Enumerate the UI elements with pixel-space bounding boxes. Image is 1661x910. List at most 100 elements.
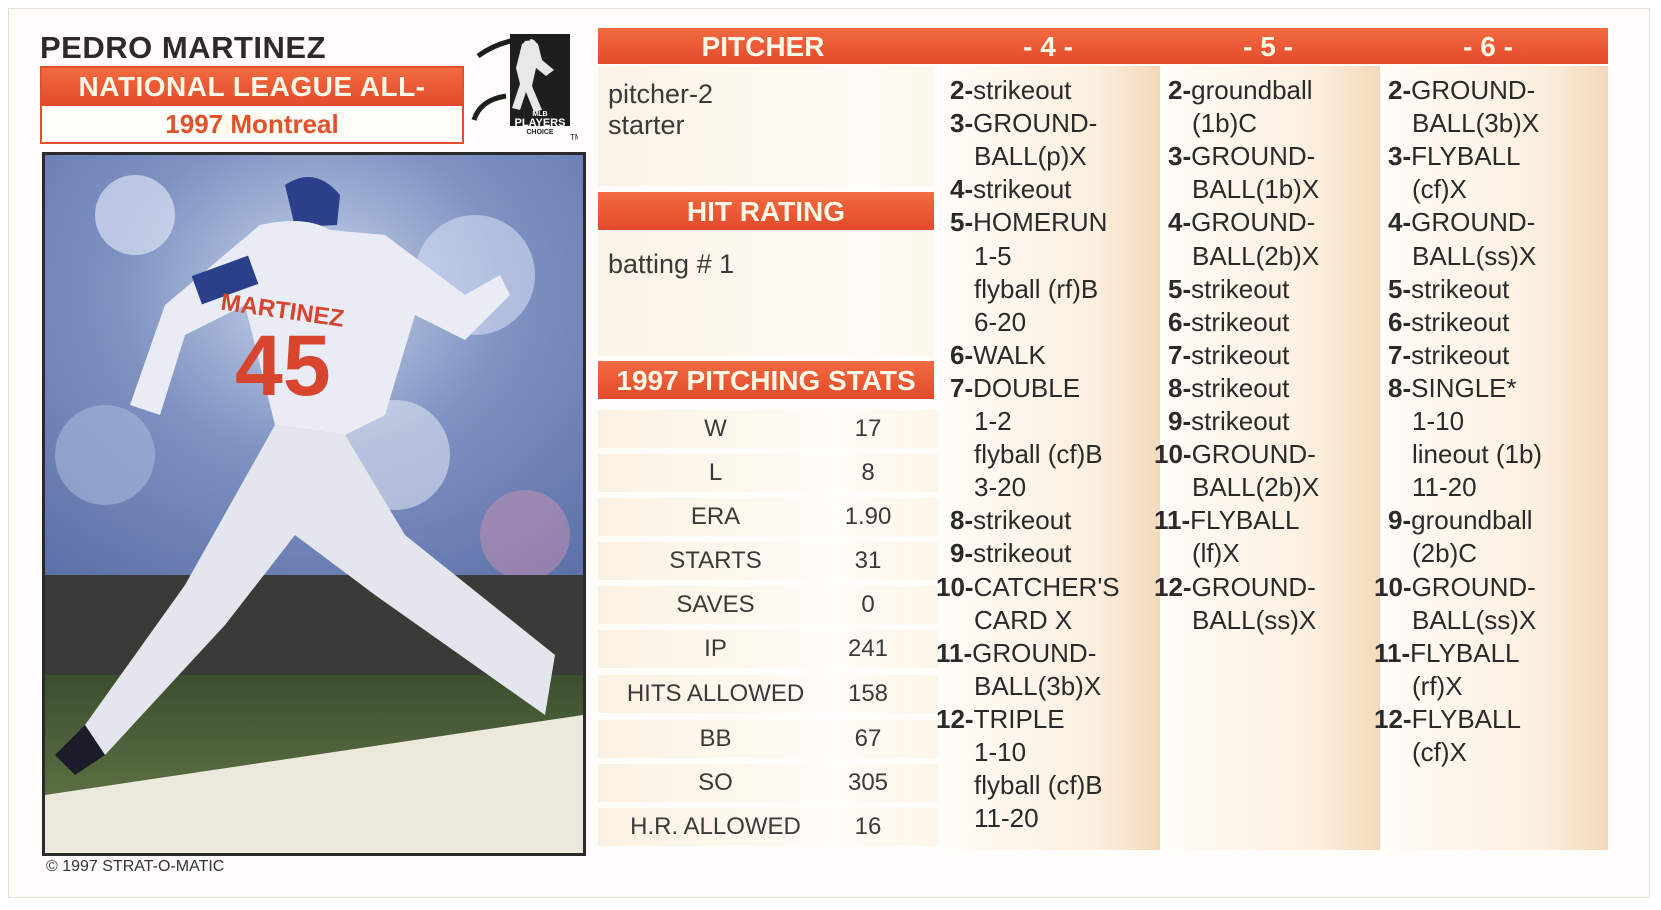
result-line: flyball (rf)B <box>974 273 1224 305</box>
dice-roll: 2- <box>950 75 974 105</box>
result-line: 3-20 <box>974 471 1224 503</box>
result-text: 11-20 <box>974 803 1039 834</box>
result-column-4: 2-strikeout 3-GROUND- BALL(p)X 4-strikeout 5… <box>936 66 1160 850</box>
dice-roll: 5- <box>1168 273 1192 304</box>
result-line: (2b)C <box>1412 537 1661 569</box>
result-line: 4-strikeout <box>950 173 1200 205</box>
dice-roll: 7- <box>950 372 974 403</box>
hit-rating-box: batting # 1 <box>598 232 934 356</box>
result-text: GROUND- <box>1411 75 1536 105</box>
result-text: BALL(ss)X <box>1412 240 1537 271</box>
result-text: 1-10 <box>974 737 1027 767</box>
stat-row: IP 241 <box>598 630 938 668</box>
result-line: 5-strikeout <box>1168 273 1418 305</box>
dice-roll: 3- <box>950 108 974 139</box>
result-line: 10-CATCHER'S <box>936 571 1186 603</box>
result-text: groundball <box>1411 505 1533 536</box>
result-text: GROUND- <box>1191 439 1316 470</box>
result-line: 6-20 <box>974 306 1224 338</box>
stat-row: ERA 1.90 <box>598 498 938 536</box>
result-line: 9-strikeout <box>1168 405 1418 437</box>
dice-roll: 8- <box>1388 372 1412 403</box>
result-text: GROUND- <box>1191 571 1316 602</box>
dice-roll: 6- <box>1168 306 1192 337</box>
result-text: GROUND- <box>1411 207 1536 238</box>
header-column-4: - 4 - <box>1023 31 1073 62</box>
dice-roll: 12- <box>936 703 974 734</box>
result-line: 5-HOMERUN <box>950 206 1200 238</box>
result-line: 1-10 <box>974 736 1224 768</box>
result-line: 11-GROUND- <box>936 637 1186 669</box>
result-text: BALL(3b)X <box>974 670 1102 701</box>
pitcher-role: starter <box>608 110 685 140</box>
stat-row: STARTS 31 <box>598 542 938 580</box>
result-text: strikeout <box>1191 273 1290 304</box>
header-column-6: - 6 - <box>1463 31 1513 62</box>
pitching-stats-title: 1997 PITCHING STATS <box>598 361 934 399</box>
player-name: PEDRO MARTINEZ <box>40 30 326 65</box>
result-line: lineout (1b) <box>1412 438 1661 470</box>
result-line: 12-FLYBALL <box>1374 703 1624 735</box>
stat-value: 158 <box>847 680 889 707</box>
result-line: 1-5 <box>974 240 1224 272</box>
result-line: 12-GROUND- <box>1154 571 1404 603</box>
stat-label: L <box>708 459 723 486</box>
svg-text:TM: TM <box>570 133 578 142</box>
result-line: 2-groundball <box>1168 74 1418 106</box>
stat-row: H.R. ALLOWED 16 <box>598 808 938 846</box>
result-text: flyball (cf)B <box>974 439 1103 470</box>
result-line: 3-GROUND- <box>1168 140 1418 172</box>
dice-roll: 12- <box>1374 703 1412 734</box>
allstar-title: NATIONAL LEAGUE ALL-STAR <box>42 68 462 140</box>
result-text: (1b)C <box>1192 108 1258 139</box>
result-text: HOMERUN <box>973 207 1108 238</box>
dice-roll: 3- <box>1168 141 1192 172</box>
player-photo: 45 MARTINEZ <box>42 152 586 856</box>
result-text: FLYBALL <box>1411 703 1521 734</box>
result-line: BALL(ss)X <box>1412 240 1661 272</box>
result-text: FLYBALL <box>1190 505 1300 536</box>
result-text: 1-10 <box>1412 406 1465 436</box>
result-line: flyball (cf)B <box>974 769 1224 801</box>
stat-value: 67 <box>854 725 882 752</box>
dice-roll: 10- <box>1374 571 1412 602</box>
dice-roll: 12- <box>1154 571 1192 602</box>
result-text: strikeout <box>1191 306 1290 337</box>
result-line: 11-20 <box>1412 471 1661 503</box>
stat-label: SO <box>698 769 733 796</box>
result-text: flyball (cf)B <box>974 770 1103 801</box>
result-text: strikeout <box>1191 372 1290 403</box>
result-line: BALL(ss)X <box>1192 604 1442 636</box>
result-line: 6-WALK <box>950 339 1200 371</box>
result-line: (rf)X <box>1412 670 1661 702</box>
stat-value: 8 <box>861 459 875 486</box>
result-line: 1-2 <box>974 405 1224 437</box>
dice-roll: 6- <box>1388 306 1412 337</box>
result-text: strikeout <box>1411 339 1510 370</box>
players-choice-logo: MLB PLAYERS CHOICE TM <box>470 30 582 142</box>
dice-roll: 2- <box>1388 75 1412 105</box>
dice-roll: 6- <box>950 339 974 370</box>
result-text: strikeout <box>1411 273 1510 304</box>
result-text: strikeout <box>1191 406 1290 436</box>
result-column-5: 2-groundball (1b)C 3-GROUND- BALL(1b)X 4-GRO… <box>1154 66 1380 850</box>
result-text: (2b)C <box>1412 538 1478 569</box>
result-line: 5-strikeout <box>1388 273 1638 305</box>
result-text: TRIPLE <box>973 703 1065 734</box>
result-line: 11-FLYBALL <box>1154 504 1404 536</box>
result-text: flyball (rf)B <box>974 273 1099 304</box>
hit-rating-title: HIT RATING <box>598 192 934 230</box>
result-text: 6-20 <box>974 306 1027 337</box>
stat-value: 16 <box>854 813 882 840</box>
result-line: 11-20 <box>974 802 1224 834</box>
dice-roll: 5- <box>950 207 974 238</box>
pitcher-grade: pitcher-2 <box>608 79 714 109</box>
header-pitcher: PITCHER <box>701 31 825 62</box>
result-line: 9-groundball <box>1388 504 1638 536</box>
stat-row: HITS ALLOWED 158 <box>598 675 938 713</box>
result-line: CARD X <box>974 604 1224 636</box>
stat-value: 305 <box>847 769 889 796</box>
result-line: 9-strikeout <box>950 537 1200 569</box>
result-header: PITCHER - 4 - - 5 - - 6 - <box>598 28 1608 64</box>
